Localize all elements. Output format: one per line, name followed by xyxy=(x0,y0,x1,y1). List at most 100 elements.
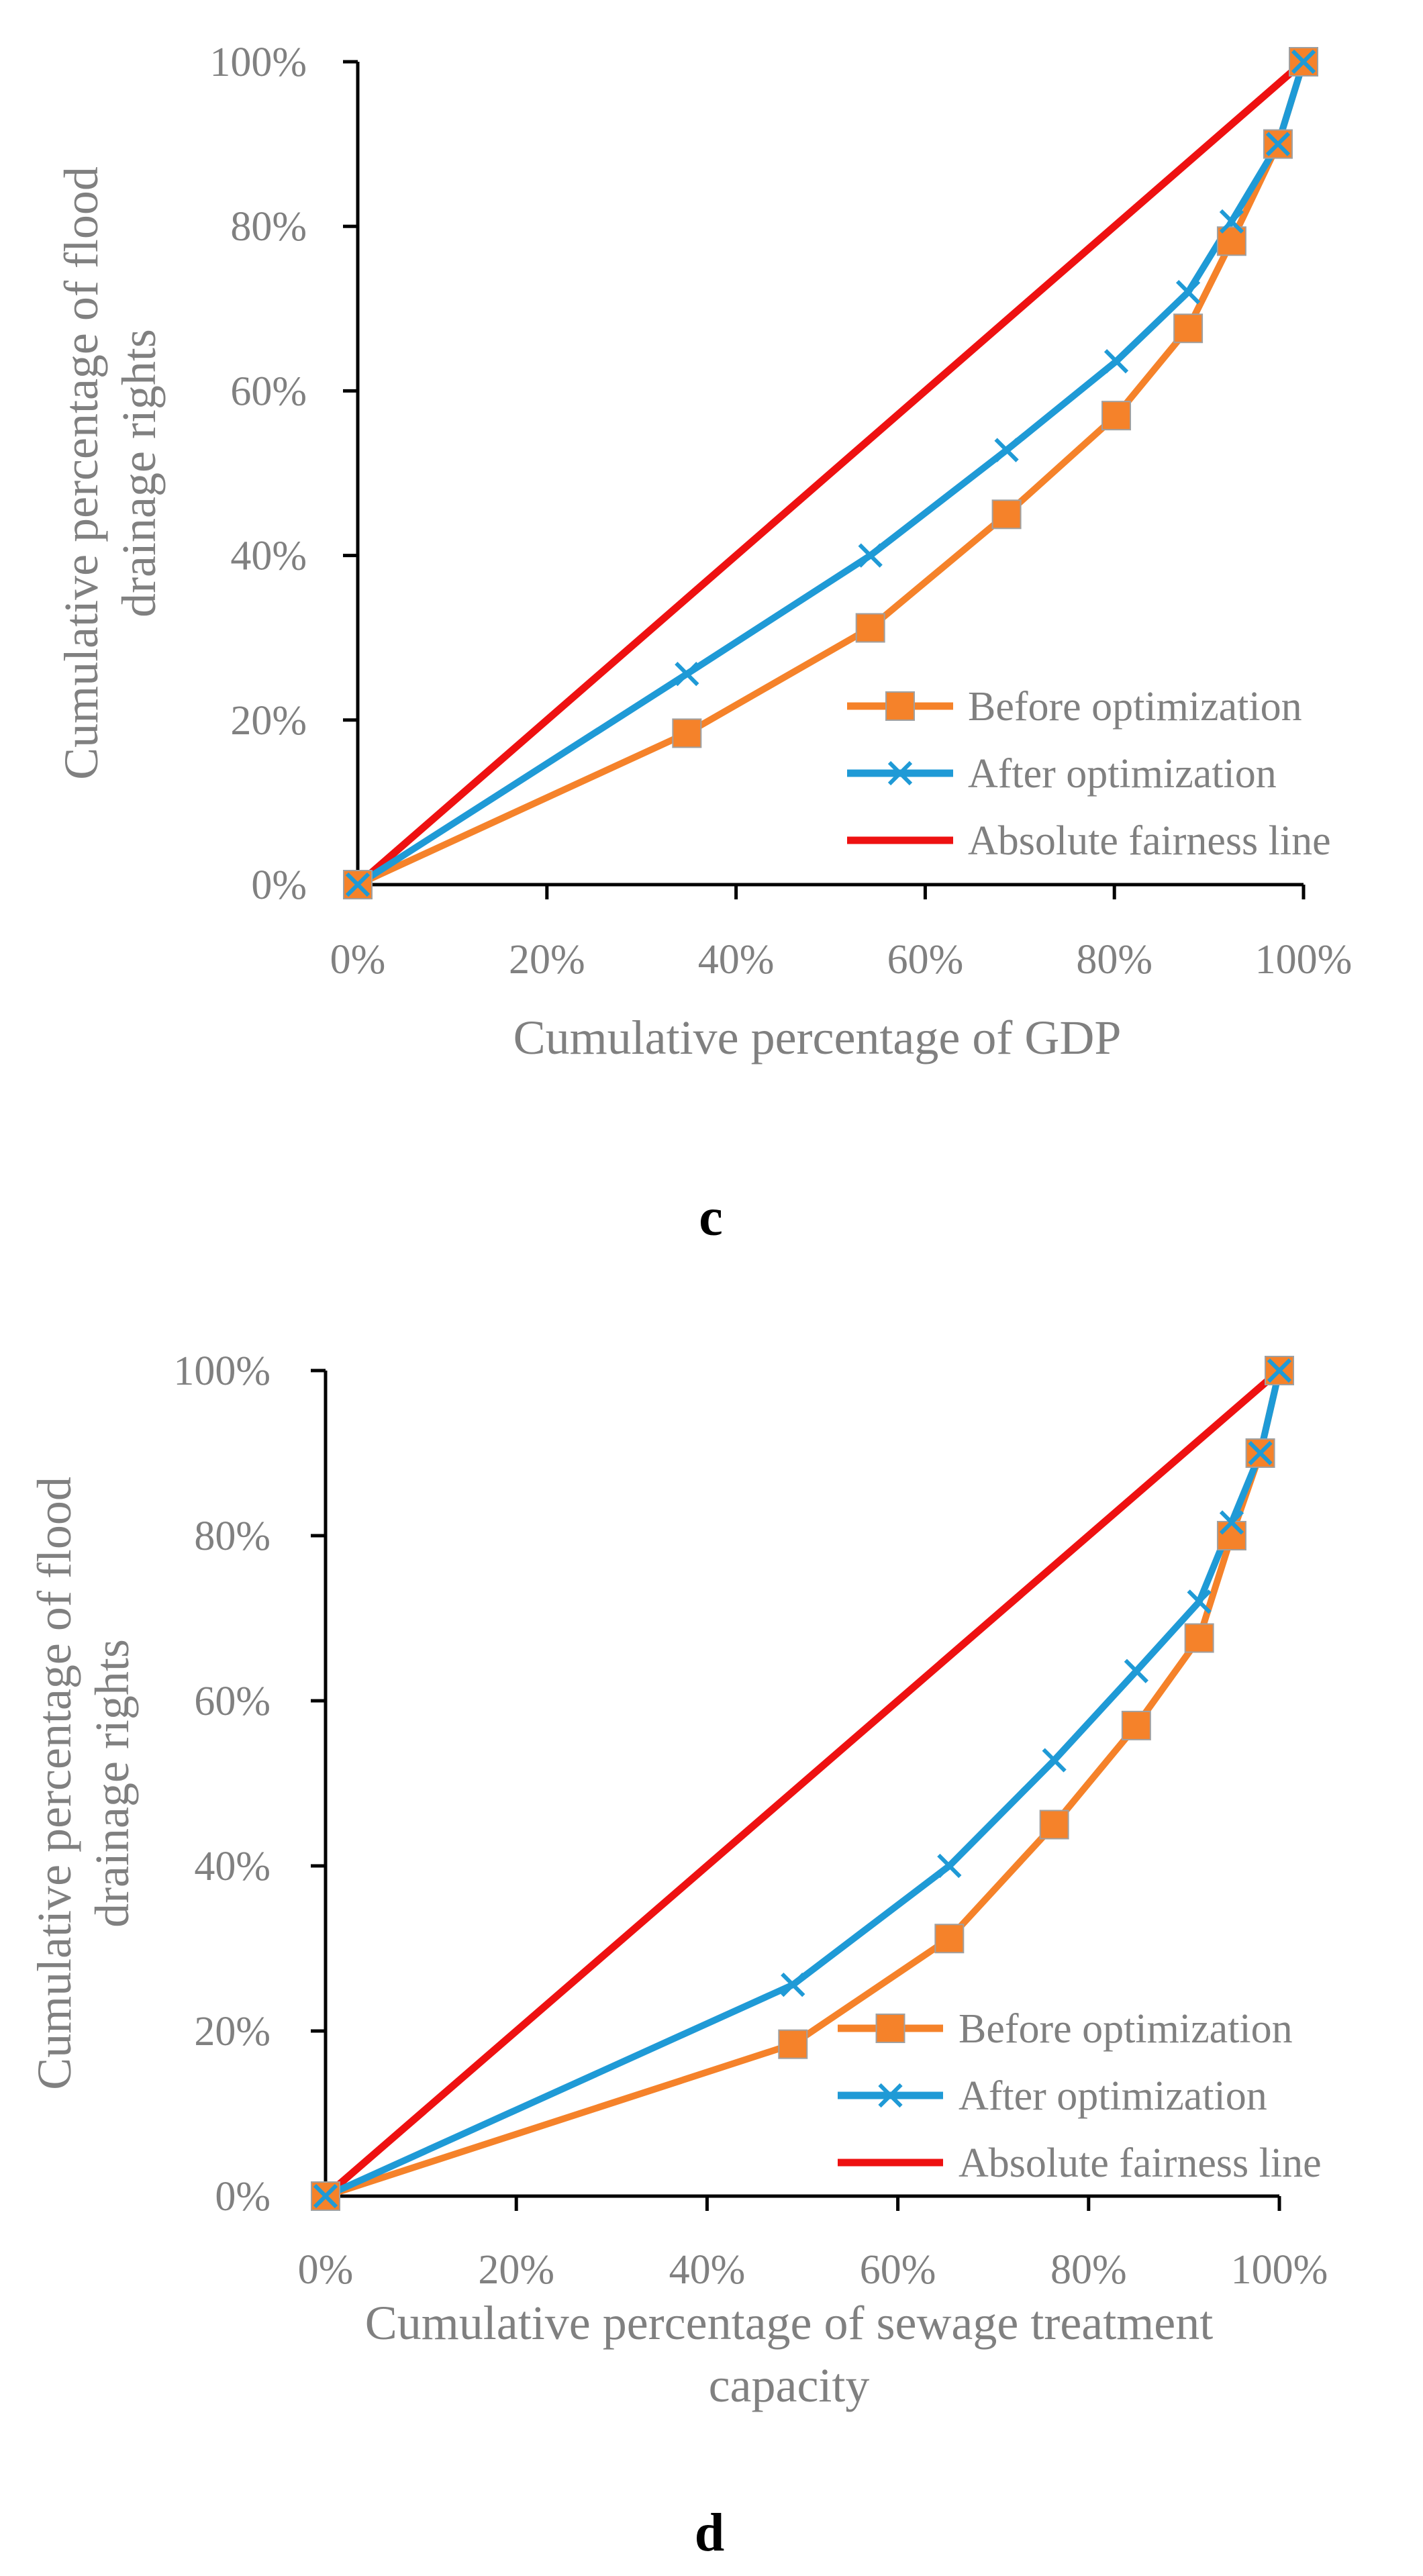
x-tick-label: 40% xyxy=(698,937,775,983)
data-point-after xyxy=(1187,1589,1212,1614)
data-point-after xyxy=(994,438,1019,462)
series-line-absolute-fairness-line xyxy=(354,58,1308,889)
x-marker-stroke xyxy=(1219,1510,1244,1535)
x-marker-stroke xyxy=(1219,209,1244,234)
data-point-before xyxy=(1121,1710,1151,1740)
y-tick-label: 0% xyxy=(251,862,307,908)
x-marker-stroke xyxy=(1187,1589,1212,1614)
y-tick-label: 60% xyxy=(194,1679,271,1724)
data-point-after xyxy=(1175,280,1201,305)
data-point-after xyxy=(675,662,699,687)
x-axis-title: Cumulative percentage of GDP xyxy=(513,1011,1122,1064)
x-tick-label: 60% xyxy=(887,937,964,983)
legend-item: Before optimization xyxy=(838,2006,1293,2052)
x-axis-title: Cumulative percentage of sewage treatmen… xyxy=(365,2296,1213,2350)
y-tick-label: 0% xyxy=(215,2174,271,2220)
panel-label: d xyxy=(695,2504,725,2563)
x-marker-stroke xyxy=(1042,1748,1067,1773)
x-tick-label: 60% xyxy=(860,2247,936,2293)
y-tick-label: 20% xyxy=(194,2009,271,2054)
data-point-before xyxy=(1173,313,1204,344)
data-point-after xyxy=(937,1853,962,1879)
data-point-before xyxy=(778,2029,808,2059)
data-point-before xyxy=(1039,1810,1069,1840)
data-point-after xyxy=(345,872,371,897)
data-point-after xyxy=(781,1972,805,1997)
y-axis-title: Cumulative percentage of flooddrainage r… xyxy=(54,166,166,780)
x-tick-label: 100% xyxy=(1255,937,1353,983)
legend-label: Before optimization xyxy=(968,684,1302,730)
legend-item: Absolute fairness line xyxy=(847,818,1331,864)
y-axis-title-line: drainage rights xyxy=(112,329,166,617)
x-tick-label: 20% xyxy=(478,2247,554,2293)
x-marker-stroke xyxy=(937,1853,962,1879)
x-tick-label: 80% xyxy=(1050,2247,1127,2293)
y-tick-label: 80% xyxy=(230,204,307,250)
y-tick-label: 100% xyxy=(209,40,307,85)
data-point-before xyxy=(991,499,1022,530)
data-point-after xyxy=(1219,1510,1244,1535)
x-marker-stroke xyxy=(345,872,371,897)
x-marker-stroke xyxy=(1265,132,1291,156)
x-axis-title: capacity xyxy=(709,2359,870,2412)
x-tick-label: 20% xyxy=(509,937,585,983)
x-marker-stroke xyxy=(1124,1658,1148,1683)
x-marker-stroke xyxy=(1291,49,1316,75)
chart-d: 0% 20% 40% 60% 80% 100% 0% 20% 40% 60% 80% 100% Cumu… xyxy=(28,1348,1328,2563)
data-point-after xyxy=(1291,49,1316,75)
data-point-before xyxy=(1216,1521,1246,1550)
x-tick-label: 40% xyxy=(669,2247,746,2293)
data-point-after xyxy=(1267,1358,1292,1383)
data-point-after xyxy=(1103,349,1129,374)
data-point-after xyxy=(1124,1658,1148,1683)
y-axis-title-line: Cumulative percentage of flood xyxy=(54,166,108,780)
y-tick-label: 40% xyxy=(230,534,307,579)
legend-marker-x xyxy=(887,760,913,786)
x-marker-stroke xyxy=(1175,280,1201,305)
panel-label: c xyxy=(699,1188,723,1247)
x-marker-stroke xyxy=(313,2183,338,2209)
y-axis-title: Cumulative percentage of flooddrainage r… xyxy=(28,1477,139,2090)
data-point-after xyxy=(1042,1748,1067,1773)
y-axis-title-line: drainage rights xyxy=(85,1639,139,1928)
series-line-absolute-fairness-line xyxy=(322,1367,1283,2200)
x-marker-stroke xyxy=(994,438,1019,462)
x-tick-label: 80% xyxy=(1076,937,1152,983)
data-point-after xyxy=(858,543,883,568)
x-marker-stroke xyxy=(675,662,699,687)
legend-item: Absolute fairness line xyxy=(838,2140,1322,2186)
legend-item: Before optimization xyxy=(847,684,1302,730)
y-tick-label: 80% xyxy=(194,1514,271,1559)
x-marker-stroke xyxy=(1248,1440,1273,1466)
data-point-after xyxy=(1248,1440,1273,1466)
legend-item: After optimization xyxy=(838,2073,1267,2119)
legend-label: Absolute fairness line xyxy=(968,818,1331,864)
data-point-before xyxy=(934,1924,965,1954)
y-tick-label: 40% xyxy=(194,1844,271,1889)
legend-label: After optimization xyxy=(968,751,1277,797)
data-point-after xyxy=(313,2183,338,2209)
legend-label: Before optimization xyxy=(959,2006,1293,2052)
x-marker-stroke xyxy=(1267,1358,1292,1383)
legend: Before optimization After optimization Abs… xyxy=(847,684,1331,864)
x-marker-stroke xyxy=(1103,349,1129,374)
legend: Before optimization After optimization Abs… xyxy=(838,2006,1322,2186)
x-tick-label: 0% xyxy=(330,937,386,983)
data-point-before xyxy=(1184,1623,1214,1653)
y-tick-label: 60% xyxy=(230,368,307,414)
legend-marker-square xyxy=(885,691,915,721)
legend-label: After optimization xyxy=(959,2073,1267,2119)
x-tick-label: 100% xyxy=(1231,2247,1328,2293)
legend-marker-square xyxy=(875,2014,905,2043)
y-axis-title-line: Cumulative percentage of flood xyxy=(28,1477,81,2090)
x-marker-stroke xyxy=(858,543,883,568)
legend-marker-x xyxy=(878,2083,903,2108)
chart-c: 0% 20% 40% 60% 80% 100% 0% 20% 40% 60% 80% 100% Cumu… xyxy=(54,40,1352,1247)
legend-label: Absolute fairness line xyxy=(959,2140,1322,2186)
x-tick-label: 0% xyxy=(298,2247,354,2293)
data-point-before xyxy=(1101,401,1132,431)
y-tick-label: 100% xyxy=(173,1348,271,1394)
data-point-before xyxy=(672,718,702,748)
y-tick-label: 20% xyxy=(230,698,307,744)
